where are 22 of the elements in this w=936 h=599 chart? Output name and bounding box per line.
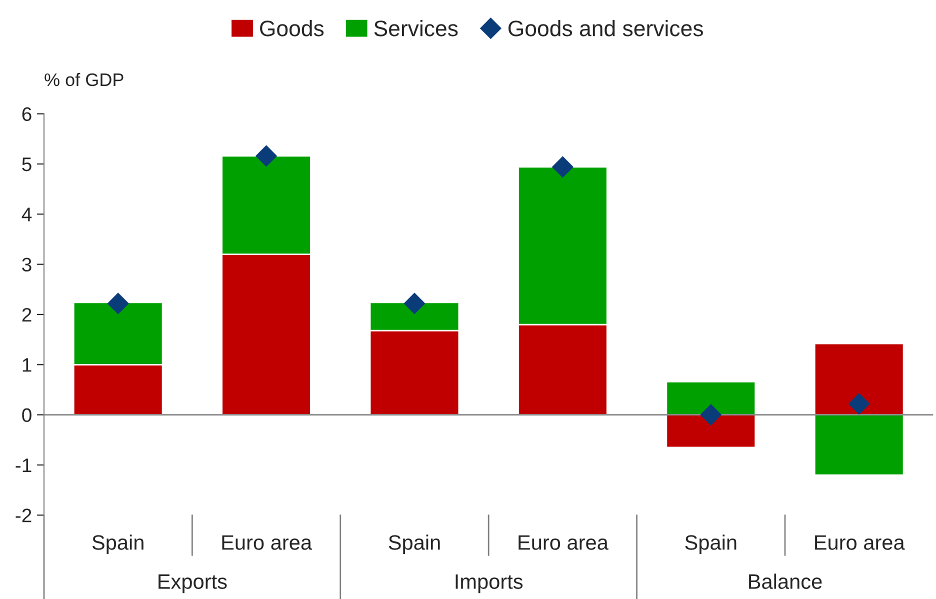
x-tick-label: Spain	[92, 534, 144, 554]
x-tick-label: Spain	[685, 534, 736, 554]
x-tick-label: Euro area	[222, 535, 312, 550]
legend-label: Goods	[260, 20, 324, 36]
y-tick-label: 5	[22, 158, 32, 172]
y-tick-label: 1	[22, 358, 32, 372]
legend-label: Services	[374, 20, 458, 36]
text: Balance	[749, 574, 822, 589]
legend-label: Goods and services	[508, 20, 703, 36]
y-tick-label: 2	[22, 308, 32, 322]
y-tick-label: -1	[16, 458, 32, 472]
y-tick-label: 3	[22, 258, 32, 272]
x-tick-label: Spain	[388, 534, 440, 554]
y-tick-label: -2	[16, 508, 32, 522]
x-tick-label: Euro area	[815, 535, 905, 550]
x-tick-label: Euro area	[518, 535, 608, 550]
text: Imports	[456, 574, 523, 594]
text: Exports	[158, 574, 227, 594]
y-axis-title: % of GDP	[44, 72, 124, 86]
y-tick-label: 6	[22, 107, 32, 122]
y-tick-label: 0	[22, 408, 32, 422]
y-tick-label: 4	[22, 208, 32, 222]
